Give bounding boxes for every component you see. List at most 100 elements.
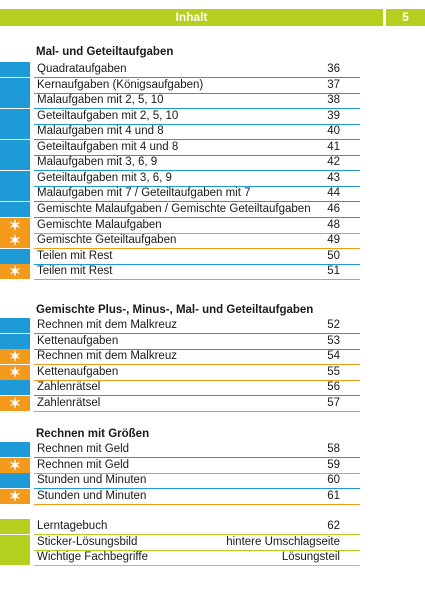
entry-label: Malaufgaben mit 2, 5, 10 <box>37 94 164 107</box>
entry-underline <box>34 364 360 366</box>
entry-page: Lösungsteil <box>281 551 340 564</box>
entry-page: 40 <box>327 125 340 138</box>
entry-page: 37 <box>327 78 340 91</box>
entry-label: Rechnen mit dem Malkreuz <box>37 350 177 363</box>
header-bar: Inhalt <box>0 9 383 26</box>
toc-entry[interactable]: Rechnen mit Geld 58 <box>0 442 360 458</box>
entry-page: 57 <box>327 396 340 409</box>
entry-page: 36 <box>327 63 340 75</box>
entry-page: 50 <box>327 249 340 262</box>
section-title: Rechnen mit Größen <box>36 428 150 440</box>
toc-entry[interactable]: ✶ Gemischte Malaufgaben 48 <box>0 217 360 234</box>
entry-marker <box>0 233 30 249</box>
entry-marker <box>0 534 30 550</box>
entry-page: 49 <box>327 234 340 247</box>
entry-marker <box>0 380 30 396</box>
entry-label: Teilen mit Rest <box>37 249 113 262</box>
entry-label: Geteiltaufgaben mit 2, 5, 10 <box>37 109 179 122</box>
toc-entry[interactable]: Kernaufgaben (Königsaufgaben) 37 <box>0 77 360 94</box>
entry-underline <box>34 248 360 250</box>
entry-marker <box>0 186 30 202</box>
entry-underline <box>34 201 360 203</box>
entry-marker <box>0 364 30 380</box>
entry-marker <box>0 77 30 93</box>
toc-entry[interactable]: Malaufgaben mit 4 und 8 40 <box>0 124 360 141</box>
entry-label: Rechnen mit Geld <box>37 458 130 471</box>
toc-entry[interactable]: Malaufgaben mit 7 / Geteiltaufgaben mit … <box>0 186 360 203</box>
entry-marker <box>0 264 30 280</box>
entry-page: 48 <box>327 218 340 231</box>
entry-marker <box>0 124 30 140</box>
entry-underline <box>34 333 360 334</box>
toc-entry[interactable]: Zahlenrätsel 56 <box>0 380 360 397</box>
toc-entry[interactable]: Malaufgaben mit 3, 6, 9 42 <box>0 155 360 172</box>
toc-entry[interactable]: Geteiltaufgaben mit 3, 6, 9 43 <box>0 170 360 187</box>
entry-label: Stunden und Minuten <box>37 474 147 487</box>
entry-marker <box>0 349 30 365</box>
toc-entry[interactable]: Rechnen mit dem Malkreuz 52 <box>0 318 360 334</box>
entry-underline <box>34 410 360 412</box>
entry-page: 41 <box>327 140 340 153</box>
entry-label: Malaufgaben mit 7 / Geteiltaufgaben mit … <box>37 187 251 200</box>
toc-entry[interactable]: ✶ Zahlenrätsel 57 <box>0 394 360 412</box>
entry-page: 55 <box>327 365 340 378</box>
entry-page: 44 <box>327 187 340 200</box>
entry-page: 54 <box>327 350 340 363</box>
entry-underline <box>34 77 360 78</box>
toc-entry[interactable]: Wichtige Fachbegriffe Lösungsteil <box>0 550 360 567</box>
entry-underline <box>34 185 360 187</box>
toc-entry[interactable]: ✶ Rechnen mit dem Malkreuz 54 <box>0 349 360 366</box>
entry-marker <box>0 248 30 264</box>
toc-entry[interactable]: ✶ Gemischte Geteiltaufgaben 49 <box>0 233 360 250</box>
entry-underline <box>34 279 360 281</box>
section-title: Mal- und Geteiltaufgaben <box>36 46 174 58</box>
toc-entry[interactable]: Kettenaufgaben 53 <box>0 333 360 350</box>
toc-entry[interactable]: ✶ Stunden und Minuten 61 <box>0 488 360 505</box>
toc-entry[interactable]: ✶ Teilen mit Rest 51 <box>0 263 360 281</box>
toc-entry[interactable]: ✶ Kettenaufgaben 55 <box>0 364 360 381</box>
entry-marker <box>0 395 30 411</box>
page-number: 5 <box>386 9 425 26</box>
entry-underline <box>34 154 360 156</box>
entry-marker <box>0 139 30 155</box>
toc-entry[interactable]: Stunden und Minuten 60 <box>0 473 360 490</box>
entry-underline <box>34 503 360 505</box>
entry-page: 38 <box>327 94 340 107</box>
toc-entry[interactable]: Lerntagebuch 62 <box>0 519 360 535</box>
entry-label: Gemischte Malaufgaben <box>37 218 162 231</box>
entry-page: 59 <box>327 458 340 471</box>
star-icon: ✶ <box>9 263 21 280</box>
toc-entry[interactable]: Geteiltaufgaben mit 2, 5, 10 39 <box>0 108 360 125</box>
toc-entry[interactable]: Geteiltaufgaben mit 4 und 8 41 <box>0 139 360 156</box>
entry-marker <box>0 93 30 109</box>
entry-marker <box>0 202 30 217</box>
entry-label: Wichtige Fachbegriffe <box>37 551 149 564</box>
entry-underline <box>34 263 360 265</box>
toc-entry[interactable]: Sticker-Lösungsbild hintere Umschlagseite <box>0 534 360 551</box>
entry-marker <box>0 488 30 504</box>
entry-label: Gemischte Malaufgaben / Gemischte Geteil… <box>37 203 311 215</box>
toc-entry[interactable]: Quadrataufgaben 36 <box>0 62 360 78</box>
entry-page: 43 <box>327 171 340 184</box>
entry-underline <box>34 123 360 125</box>
entry-marker <box>0 155 30 171</box>
entry-underline <box>34 472 360 474</box>
toc-entry[interactable]: ✶ Rechnen mit Geld 59 <box>0 457 360 474</box>
entry-marker <box>0 318 30 333</box>
entry-page: 61 <box>327 489 340 502</box>
toc-entry[interactable]: Malaufgaben mit 2, 5, 10 38 <box>0 93 360 110</box>
star-icon: ✶ <box>9 394 21 411</box>
entry-label: Geteiltaufgaben mit 4 und 8 <box>37 140 179 153</box>
entry-page: 53 <box>327 334 340 347</box>
toc-entry[interactable]: Teilen mit Rest 50 <box>0 248 360 265</box>
toc-entry[interactable]: Gemischte Malaufgaben / Gemischte Geteil… <box>0 202 360 218</box>
entry-underline <box>34 170 360 172</box>
entry-label: Zahlenrätsel <box>37 396 101 409</box>
entry-marker <box>0 62 30 77</box>
entry-label: Kernaufgaben (Königsaufgaben) <box>37 78 204 91</box>
entry-page: 51 <box>327 265 340 278</box>
entry-page: 39 <box>327 109 340 122</box>
entry-underline <box>34 108 360 110</box>
entry-underline <box>34 534 360 535</box>
entry-marker <box>0 170 30 186</box>
